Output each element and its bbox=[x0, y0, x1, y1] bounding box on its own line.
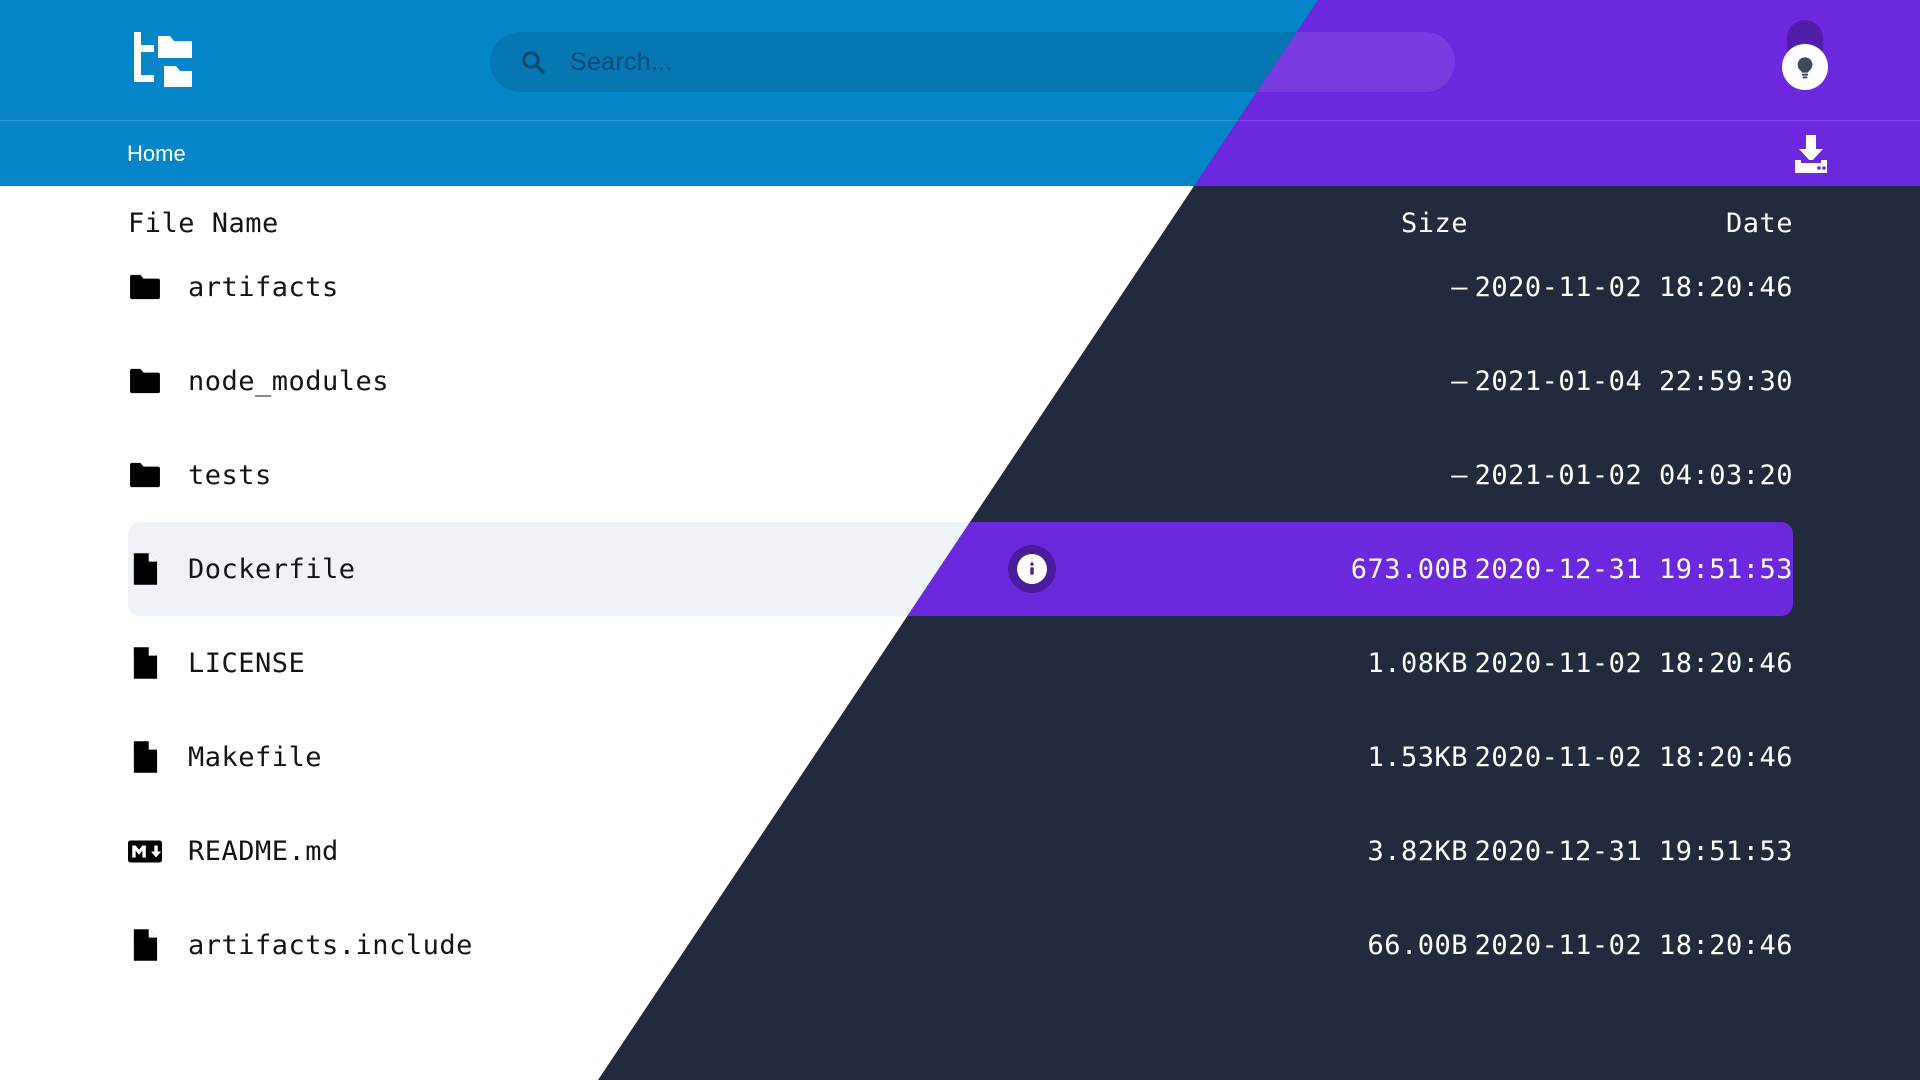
cell-file-name: tests bbox=[128, 428, 272, 522]
cell-file-date: 2021-01-02 04:03:20 bbox=[1474, 459, 1793, 491]
cell-file-name: artifacts.include bbox=[128, 898, 473, 992]
file-name-label: artifacts.include bbox=[188, 929, 473, 961]
cell-file-name: Dockerfile bbox=[128, 522, 356, 616]
cell-file-name: LICENSE bbox=[128, 616, 305, 710]
column-header-name-label: File Name bbox=[128, 207, 279, 239]
file-name-label: tests bbox=[188, 459, 272, 491]
file-name-label: Makefile bbox=[188, 741, 323, 773]
file-name-label: README.md bbox=[188, 835, 339, 867]
cell-file-size: 1.53KB bbox=[1367, 741, 1468, 773]
column-header-name[interactable]: File Name bbox=[128, 186, 279, 260]
table-row[interactable]: tests—2021-01-02 04:03:20 bbox=[598, 428, 1920, 522]
file-name-label: LICENSE bbox=[188, 647, 306, 679]
file-table-header-row: File NameSizeDate bbox=[598, 186, 1920, 260]
cell-file-date: 2020-12-31 19:51:53 bbox=[1474, 553, 1793, 585]
info-icon-disc bbox=[1017, 554, 1047, 584]
cell-file-name: node_modules bbox=[128, 334, 389, 428]
cell-file-size: — bbox=[1451, 365, 1468, 397]
breadcrumb-item-home[interactable]: Home bbox=[127, 141, 186, 166]
row-inner: artifacts—2020-11-02 18:20:46 bbox=[598, 240, 1793, 334]
cell-file-name: README.md bbox=[128, 804, 339, 898]
cell-file-name: Makefile bbox=[128, 710, 322, 804]
cell-file-size: — bbox=[1451, 271, 1468, 303]
cell-file-size: 1.08KB bbox=[1367, 647, 1468, 679]
table-row[interactable]: node_modules—2021-01-04 22:59:30 bbox=[598, 334, 1920, 428]
lightbulb-icon-dark bbox=[1782, 44, 1828, 90]
cell-file-date: 2020-11-02 18:20:46 bbox=[1474, 929, 1793, 961]
column-header-date[interactable]: Date bbox=[1725, 207, 1793, 239]
row-inner: tests—2021-01-02 04:03:20 bbox=[598, 428, 1793, 522]
search-icon bbox=[520, 49, 546, 75]
folder-icon bbox=[128, 362, 162, 400]
file-icon bbox=[128, 644, 162, 682]
folder-icon bbox=[128, 268, 162, 306]
download-icon-dark[interactable] bbox=[1788, 133, 1834, 175]
cell-file-name: artifacts bbox=[128, 240, 339, 334]
cell-file-date: 2021-01-04 22:59:30 bbox=[1474, 365, 1793, 397]
row-inner: node_modules—2021-01-04 22:59:30 bbox=[598, 334, 1793, 428]
header-row-inner: File NameSizeDate bbox=[598, 186, 1793, 280]
file-icon bbox=[128, 738, 162, 776]
cell-file-size: 673.00B bbox=[1350, 553, 1468, 585]
file-icon bbox=[128, 550, 162, 588]
file-name-label: node_modules bbox=[188, 365, 390, 397]
markdown-icon bbox=[128, 832, 162, 870]
cell-file-date: 2020-11-02 18:20:46 bbox=[1474, 647, 1793, 679]
file-name-label: Dockerfile bbox=[188, 553, 356, 585]
info-icon[interactable] bbox=[1008, 545, 1056, 593]
search-input[interactable] bbox=[568, 46, 1392, 78]
cell-file-size: 66.00B bbox=[1367, 929, 1468, 961]
file-icon bbox=[128, 926, 162, 964]
cell-file-size: 3.82KB bbox=[1367, 835, 1468, 867]
table-row[interactable]: artifacts—2020-11-02 18:20:46 bbox=[598, 240, 1920, 334]
cell-file-size: — bbox=[1451, 459, 1468, 491]
file-name-label: artifacts bbox=[188, 271, 339, 303]
cell-file-date: 2020-11-02 18:20:46 bbox=[1474, 271, 1793, 303]
folder-icon bbox=[128, 456, 162, 494]
column-header-size[interactable]: Size bbox=[1400, 207, 1468, 239]
folder-tree-icon[interactable] bbox=[130, 26, 196, 92]
cell-file-date: 2020-11-02 18:20:46 bbox=[1474, 741, 1793, 773]
cell-file-date: 2020-12-31 19:51:53 bbox=[1474, 835, 1793, 867]
help-button-dark[interactable] bbox=[1776, 20, 1834, 92]
